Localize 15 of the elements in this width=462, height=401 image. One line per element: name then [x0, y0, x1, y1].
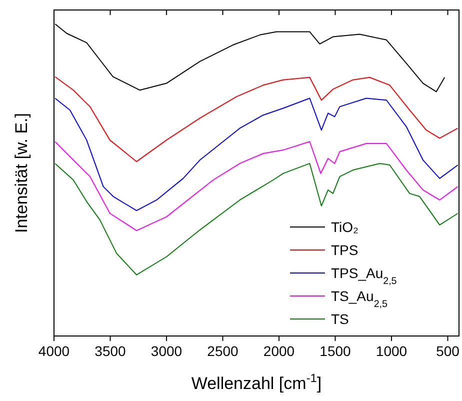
x-tick-label: 3500 [94, 343, 126, 359]
x-tick-label: 3000 [150, 343, 182, 359]
legend-label: TS_Au$_{2,5}$ [331, 288, 388, 310]
legend-label: TPS [331, 242, 358, 258]
x-tick-label: 500 [436, 343, 460, 359]
legend-label: TS [331, 311, 349, 327]
x-tick-label: 1500 [320, 343, 352, 359]
legend-label: TPS_Au$_{2,5}$ [331, 265, 398, 286]
x-tick-label: 4000 [38, 343, 70, 359]
legend-label: TiO₂ [331, 219, 358, 235]
y-axis-title: Intensität [w. E.] [12, 112, 31, 234]
x-tick-label: 1000 [376, 343, 408, 359]
x-axis-title: Wellenzahl [cm$^{-1}$] [191, 371, 322, 393]
x-tick-label: 2500 [207, 343, 239, 359]
x-tick-label: 2000 [263, 343, 295, 359]
